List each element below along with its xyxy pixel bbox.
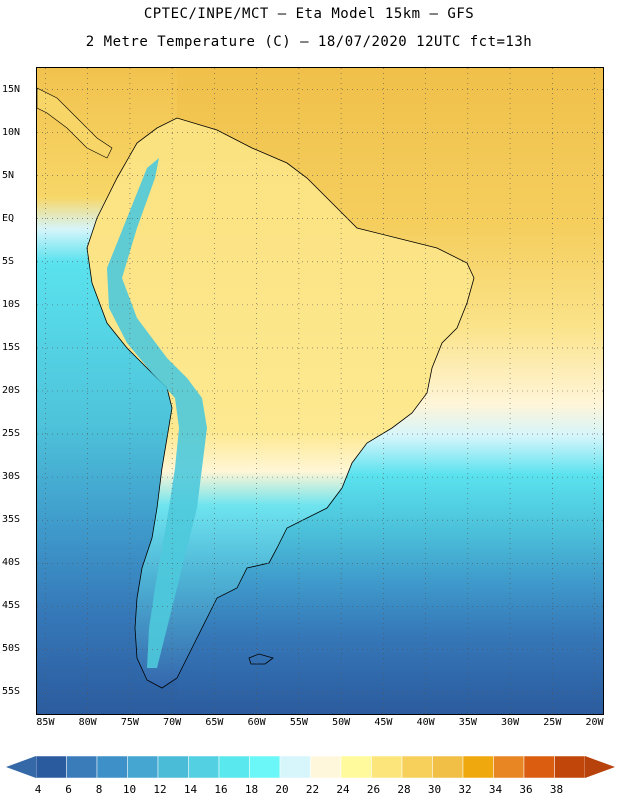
color-bar-segment bbox=[66, 755, 98, 779]
lon-tick-label: 55W bbox=[289, 717, 308, 728]
color-bar-label: 38 bbox=[549, 783, 564, 796]
color-bar-segment bbox=[462, 755, 494, 779]
map-canvas bbox=[37, 68, 603, 714]
color-bar-segment bbox=[218, 755, 250, 779]
falkland-islands bbox=[248, 653, 274, 665]
color-bar-segment bbox=[35, 755, 67, 779]
lat-tick-label: 30S bbox=[2, 471, 21, 483]
lat-tick-label: 5S bbox=[2, 255, 15, 267]
color-bar-segment bbox=[523, 755, 555, 779]
lon-tick-label: 80W bbox=[78, 717, 97, 728]
color-bar-segment bbox=[310, 755, 342, 779]
color-bar-label: 14 bbox=[183, 783, 198, 796]
lat-tick-label: 55S bbox=[2, 686, 21, 698]
lon-tick-label: 70W bbox=[163, 717, 182, 728]
color-bar bbox=[6, 755, 615, 779]
color-bar-segment bbox=[371, 755, 403, 779]
lon-tick-label: 40W bbox=[416, 717, 435, 728]
color-bar-label: 8 bbox=[95, 783, 103, 796]
lon-tick-label: 60W bbox=[247, 717, 266, 728]
color-bar-segment bbox=[401, 755, 433, 779]
temperature-map bbox=[36, 67, 604, 715]
lat-tick-label: 15S bbox=[2, 341, 21, 353]
color-bar-segment bbox=[493, 755, 525, 779]
color-bar-label: 36 bbox=[519, 783, 533, 796]
lon-tick-label: 75W bbox=[120, 717, 139, 728]
color-bar-label: 24 bbox=[336, 783, 350, 796]
color-bar-label: 34 bbox=[488, 783, 503, 796]
lat-tick-label: 5N bbox=[2, 169, 15, 181]
lat-tick-label: 20S bbox=[2, 385, 21, 396]
map-title: CPTEC/INPE/MCT – Eta Model 15km – GFS bbox=[143, 6, 475, 22]
color-bar-label: 26 bbox=[366, 783, 381, 796]
color-bar-segment bbox=[279, 755, 311, 779]
lat-tick-label: 10S bbox=[2, 298, 21, 310]
lat-tick-label: 10N bbox=[2, 126, 21, 138]
color-bar-segment bbox=[554, 755, 586, 779]
color-bar-label: 22 bbox=[305, 783, 320, 796]
lon-tick-label: 45W bbox=[374, 717, 393, 728]
color-bar-label: 12 bbox=[153, 783, 167, 796]
color-bar-label: 28 bbox=[397, 783, 411, 796]
central-america-land bbox=[37, 87, 113, 159]
lon-tick-label: 30W bbox=[501, 717, 520, 728]
color-bar-segment bbox=[96, 755, 128, 779]
lon-tick-label: 65W bbox=[205, 717, 224, 728]
lon-tick-label: 35W bbox=[458, 717, 477, 728]
lon-tick-label: 50W bbox=[332, 717, 351, 728]
lon-tick-label: 20W bbox=[585, 717, 604, 728]
lat-tick-label: 25S bbox=[2, 428, 21, 440]
lon-tick-label: 25W bbox=[543, 717, 562, 728]
lat-tick-label: 50S bbox=[2, 643, 21, 655]
color-bar-segment bbox=[340, 755, 372, 779]
color-bar-segment bbox=[249, 755, 281, 779]
color-bar-segment bbox=[188, 755, 220, 779]
color-bar-label: 4 bbox=[34, 783, 42, 796]
lon-tick-label: 85W bbox=[36, 717, 55, 728]
color-bar-segment bbox=[127, 755, 159, 779]
color-bar-label: 16 bbox=[214, 783, 228, 796]
lat-tick-label: EQ bbox=[2, 212, 15, 224]
color-bar-label: 18 bbox=[244, 783, 259, 796]
lat-tick-label: 40S bbox=[2, 557, 21, 569]
color-bar-label: 10 bbox=[122, 783, 137, 796]
lat-tick-label: 35S bbox=[2, 514, 21, 526]
color-bar-high-arrow bbox=[585, 756, 615, 778]
andes-cold-zone bbox=[107, 158, 207, 668]
color-bar-label: 6 bbox=[65, 783, 72, 796]
color-bar-segment bbox=[432, 755, 464, 779]
color-bar-label: 32 bbox=[458, 783, 472, 796]
map-subtitle: 2 Metre Temperature (C) – 18/07/2020 12U… bbox=[85, 34, 533, 50]
lat-tick-label: 45S bbox=[2, 600, 21, 612]
color-bar-label: 30 bbox=[427, 783, 442, 796]
color-bar-low-arrow bbox=[6, 756, 36, 778]
color-bar-segment bbox=[157, 755, 189, 779]
lat-tick-label: 15N bbox=[2, 83, 21, 95]
color-bar-label: 20 bbox=[275, 783, 289, 796]
